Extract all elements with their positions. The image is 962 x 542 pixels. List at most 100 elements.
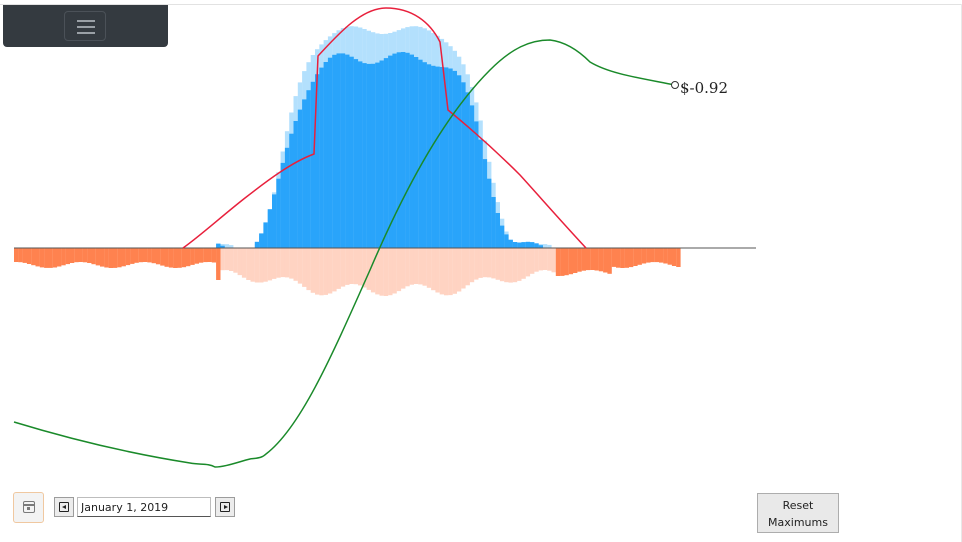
- negative-max-bar: [370, 248, 376, 293]
- negative-max-bar: [508, 248, 513, 283]
- negative-current-bar: [598, 248, 604, 272]
- top-border: [0, 4, 962, 5]
- next-day-button[interactable]: [215, 497, 235, 517]
- negative-current-bar: [125, 248, 131, 266]
- positive-current-bar: [409, 54, 414, 248]
- negative-max-bar: [474, 248, 479, 280]
- positive-current-bar: [413, 57, 419, 248]
- negative-max-bar: [284, 248, 290, 278]
- negative-current-bar: [18, 248, 23, 263]
- negative-max-bar: [362, 248, 367, 288]
- positive-current-bar: [426, 64, 432, 248]
- positive-current-bar: [306, 90, 311, 248]
- negative-current-bar: [659, 248, 664, 263]
- positive-current-bar: [512, 242, 518, 248]
- hamburger-line: [77, 26, 95, 28]
- negative-max-bar: [452, 248, 457, 294]
- positive-current-bar: [340, 53, 346, 249]
- negative-current-bar: [177, 248, 182, 268]
- negative-max-bar: [444, 248, 449, 296]
- positive-current-bar: [370, 63, 376, 248]
- negative-current-bar: [585, 248, 591, 271]
- positive-current-bar: [392, 53, 397, 248]
- negative-max-bar: [542, 248, 548, 270]
- negative-current-bar: [555, 248, 561, 276]
- date-input[interactable]: [77, 497, 211, 517]
- negative-max-bar: [241, 248, 247, 278]
- negative-max-bar: [504, 248, 509, 283]
- negative-max-bar: [353, 248, 359, 285]
- negative-max-bar: [302, 248, 307, 287]
- negative-current-bar: [663, 248, 668, 264]
- negative-max-bar: [448, 248, 453, 296]
- negative-max-bar: [276, 248, 281, 278]
- negative-current-bar: [61, 248, 66, 266]
- negative-max-bar: [293, 248, 298, 281]
- positive-current-bar: [254, 241, 260, 248]
- positive-max-bar: [542, 244, 548, 248]
- positive-current-bar: [439, 67, 445, 248]
- negative-max-bars: [216, 248, 556, 296]
- negative-max-bar: [439, 248, 445, 295]
- negative-max-bar: [310, 248, 316, 293]
- positive-current-bar: [487, 178, 492, 248]
- negative-current-bar: [100, 248, 105, 267]
- calendar-button[interactable]: [13, 492, 44, 523]
- negative-max-bar: [392, 248, 397, 294]
- positive-current-bar: [289, 133, 294, 248]
- positive-current-bar: [220, 245, 225, 248]
- negative-current-bar: [173, 248, 178, 268]
- positive-current-bar: [327, 57, 333, 249]
- prev-day-icon: [59, 502, 69, 512]
- negative-max-bar: [482, 248, 488, 278]
- negative-max-bar: [491, 248, 496, 279]
- negative-max-bar: [237, 248, 242, 276]
- negative-current-bar: [69, 248, 75, 263]
- negative-max-bar: [366, 248, 371, 290]
- negative-current-bar: [577, 248, 582, 272]
- negative-current-bar: [78, 248, 83, 262]
- negative-current-bar: [650, 248, 655, 263]
- positive-current-bar: [353, 59, 359, 248]
- positive-current-bar: [491, 197, 496, 248]
- negative-max-bar: [267, 248, 273, 281]
- negative-max-bar: [224, 248, 230, 271]
- negative-max-bar: [327, 248, 333, 294]
- negative-max-bar: [465, 248, 470, 286]
- previous-day-button[interactable]: [54, 497, 74, 517]
- negative-current-bar: [155, 248, 161, 265]
- negative-current-bar: [568, 248, 574, 275]
- negative-max-bar: [250, 248, 255, 282]
- negative-max-bar: [336, 248, 341, 289]
- negative-current-bar: [65, 248, 70, 265]
- negative-current-bar: [130, 248, 135, 264]
- negative-max-bar: [332, 248, 337, 292]
- positive-current-bar: [366, 63, 371, 249]
- positive-current-bar: [323, 62, 328, 248]
- hamburger-line: [77, 32, 95, 34]
- negative-max-bar: [435, 248, 440, 293]
- reset-maximums-button[interactable]: Reset Maximums: [757, 493, 839, 533]
- positive-current-bar: [284, 147, 290, 248]
- positive-current-bar: [216, 243, 221, 248]
- negative-max-bar: [345, 248, 350, 285]
- negative-current-bar: [186, 248, 191, 267]
- positive-current-bar: [538, 245, 543, 248]
- reset-label-line1: Reset: [782, 498, 814, 512]
- positive-current-bar: [469, 105, 475, 249]
- positive-current-bar: [272, 194, 277, 248]
- positive-current-bar: [375, 62, 380, 248]
- negative-max-bar: [272, 248, 277, 279]
- negative-max-bar: [534, 248, 539, 272]
- negative-current-bar: [590, 248, 595, 270]
- hamburger-icon[interactable]: [64, 11, 106, 41]
- positive-current-bar: [482, 159, 488, 248]
- negative-current-bar: [91, 248, 96, 265]
- negative-current-bar: [198, 248, 204, 263]
- negative-max-bar: [478, 248, 483, 278]
- negative-current-bar: [57, 248, 62, 267]
- negative-current-bar: [52, 248, 58, 268]
- negative-current-bar: [121, 248, 126, 267]
- cumulative-end-label: $-0.92: [680, 79, 728, 97]
- negative-current-bar: [676, 248, 681, 267]
